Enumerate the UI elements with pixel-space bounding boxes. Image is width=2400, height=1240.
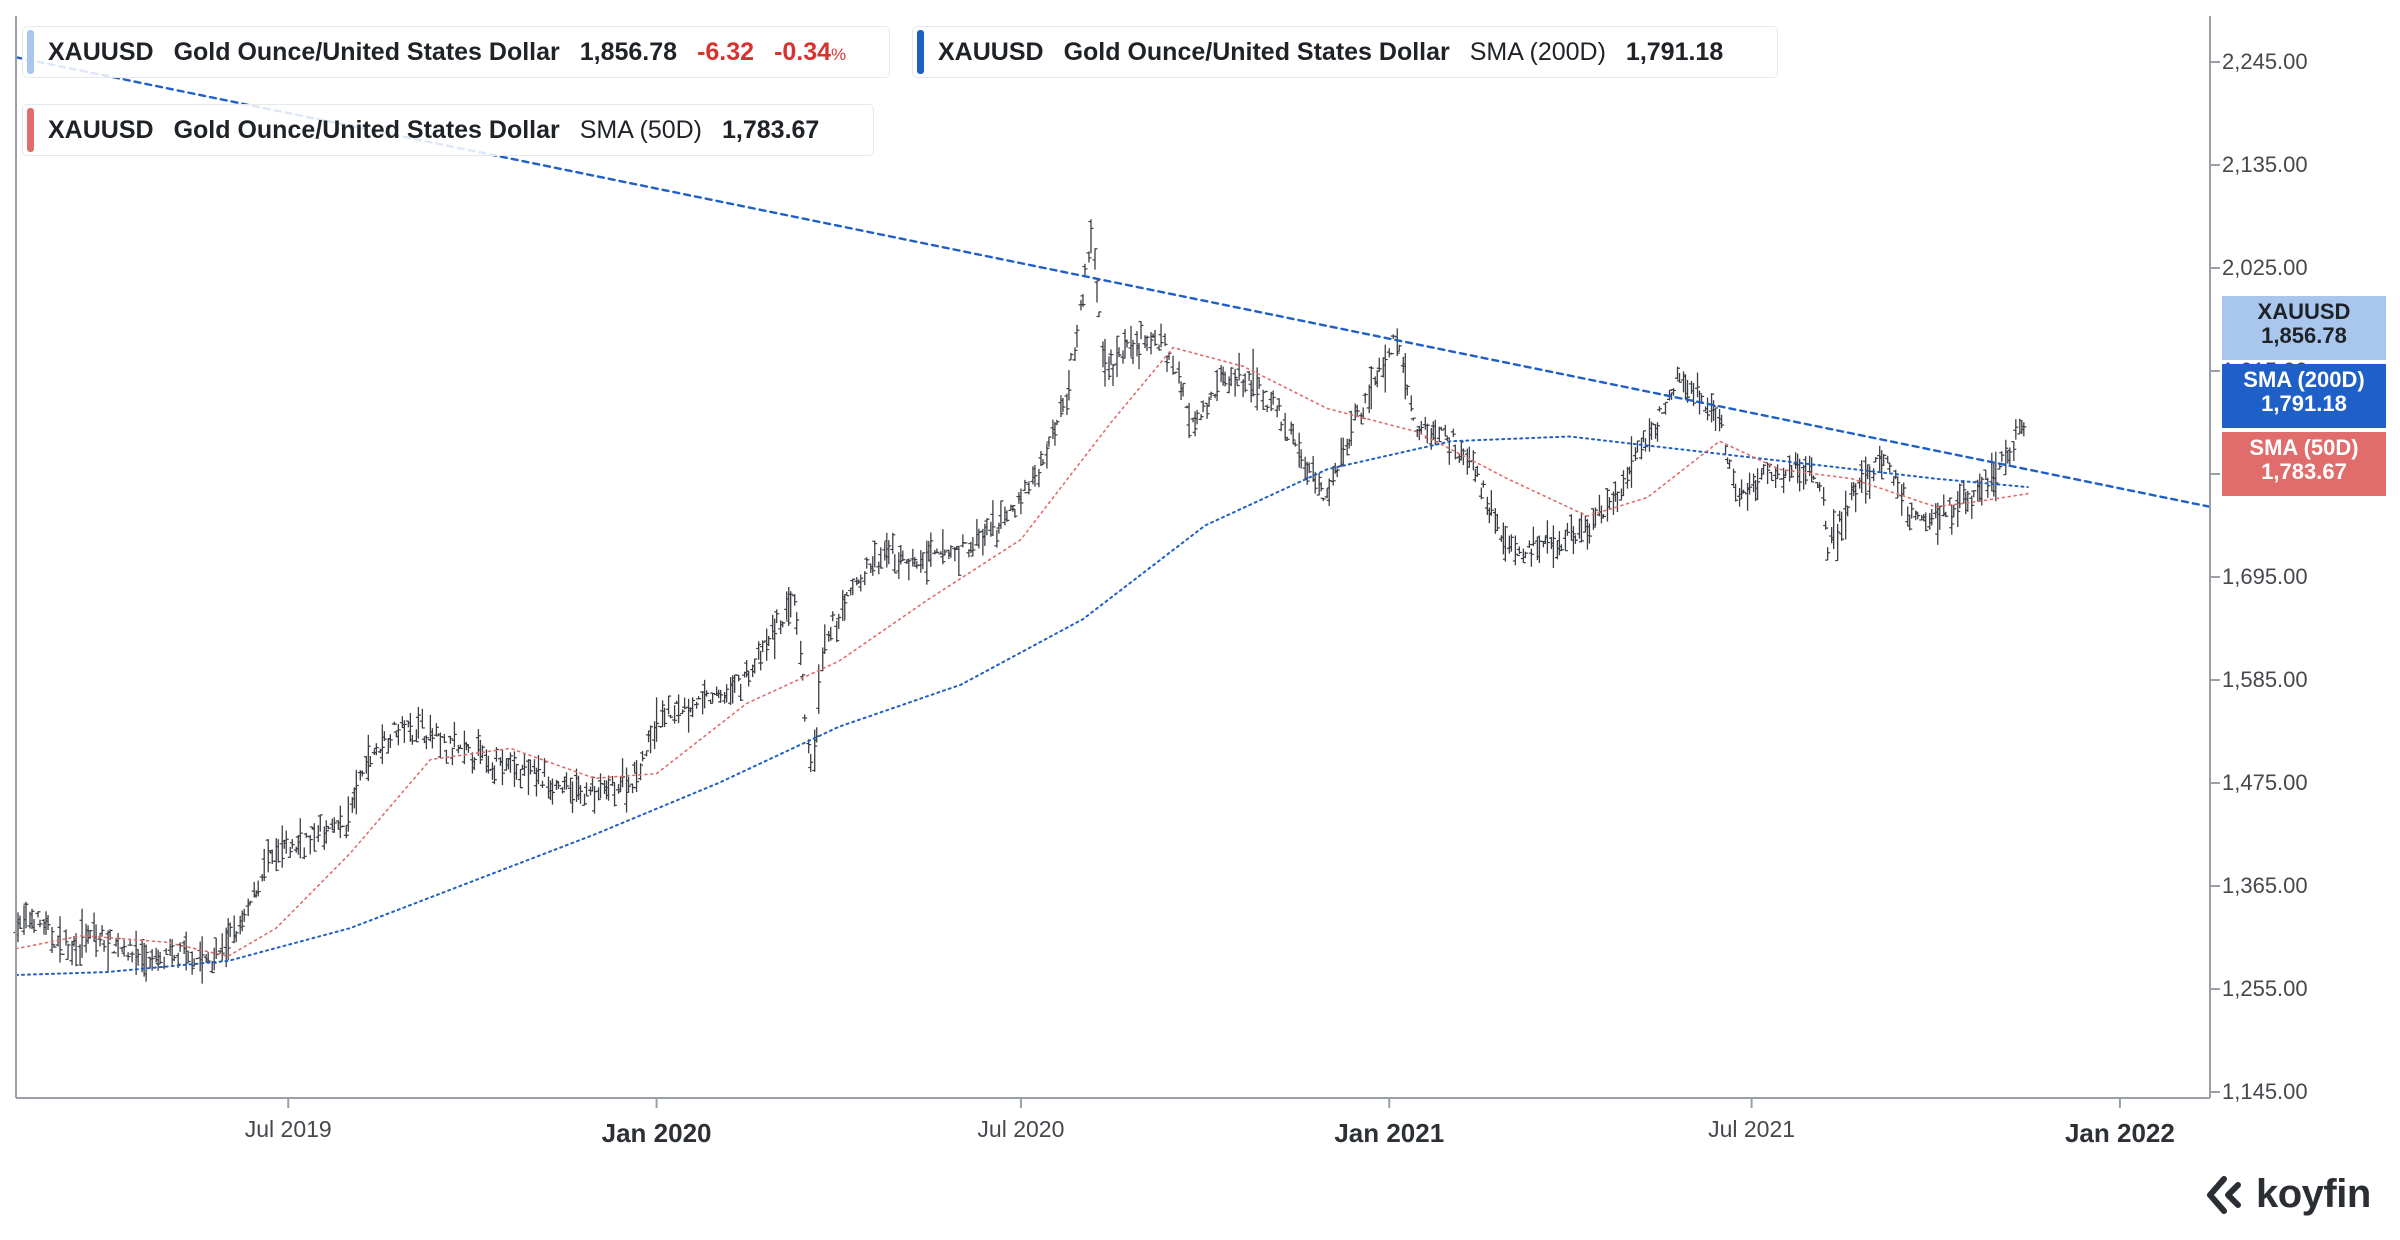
y-tick-label: 1,695.00 (2222, 564, 2308, 589)
legend-price-change-pct: -0.34% (774, 37, 847, 66)
legend-sma50-indicator: SMA (50D) (579, 115, 703, 144)
y-tick-label: 1,255.00 (2222, 976, 2308, 1001)
price-series (13, 219, 2027, 984)
legend-sma50[interactable]: XAUUSD Gold Ounce/United States Dollar S… (22, 104, 874, 156)
legend-price-last: 1,856.78 (579, 37, 678, 66)
koyfin-chevron-icon (2207, 1175, 2241, 1214)
sma50-tag: SMA (50D) 1,783.67 (2222, 432, 2386, 496)
legend-sma200-swatch (917, 30, 924, 74)
legend-sma200-indicator: SMA (200D) (1469, 37, 1606, 66)
x-tick-label: Jan 2022 (2064, 1118, 2175, 1148)
legend-price-change: -6.32 (697, 37, 755, 66)
legend-price[interactable]: XAUUSD Gold Ounce/United States Dollar 1… (22, 26, 890, 78)
legend-sma50-symbol: XAUUSD (48, 115, 154, 144)
legend-sma50-value: 1,783.67 (722, 115, 820, 144)
y-tick-label: 2,245.00 (2222, 49, 2308, 74)
axes (15, 16, 2220, 1108)
sma200-tag: SMA (200D) 1,791.18 (2222, 364, 2386, 428)
y-tick-label: 1,145.00 (2222, 1079, 2308, 1104)
koyfin-logo: koyfin (2204, 1172, 2371, 1217)
koyfin-wordmark: koyfin (2256, 1172, 2371, 1216)
legend-sma200[interactable]: XAUUSD Gold Ounce/United States Dollar S… (912, 26, 1778, 78)
price-tag-value: 1,856.78 (2261, 323, 2347, 348)
sma50-tag-value: 1,783.67 (2261, 459, 2347, 484)
legend-sma200-symbol: XAUUSD (938, 37, 1044, 66)
sma50-series (15, 346, 2029, 958)
legend-sma200-name: Gold Ounce/United States Dollar (1063, 37, 1450, 66)
legend-price-symbol: XAUUSD (48, 37, 154, 66)
sma50-tag-label: SMA (50D) (2249, 435, 2359, 460)
sma-50d-line (15, 346, 2029, 958)
x-tick-label: Jul 2021 (1708, 1116, 1796, 1142)
x-tick-label: Jul 2019 (244, 1116, 332, 1142)
y-tick-label: 1,475.00 (2222, 770, 2308, 795)
x-tick-label: Jul 2020 (977, 1116, 1065, 1142)
y-tick-label: 1,365.00 (2222, 873, 2308, 898)
sma200-series (15, 435, 2029, 976)
y-tick-label: 2,025.00 (2222, 255, 2308, 280)
legend-sma50-swatch (27, 108, 34, 152)
y-tick-label: 2,135.00 (2222, 152, 2308, 177)
legend-price-swatch (27, 30, 34, 74)
sma-200d-line (15, 435, 2029, 976)
x-tick-label: Jan 2020 (601, 1118, 712, 1148)
legend-sma200-value: 1,791.18 (1625, 37, 1724, 66)
sma200-tag-label: SMA (200D) (2243, 367, 2365, 392)
x-tick-label: Jan 2021 (1334, 1118, 1445, 1148)
price-tag-label: XAUUSD (2257, 299, 2351, 324)
sma200-tag-value: 1,791.18 (2261, 391, 2347, 416)
legend-sma50-name: Gold Ounce/United States Dollar (173, 115, 560, 144)
price-tag: XAUUSD 1,856.78 (2222, 296, 2386, 360)
legend-price-name: Gold Ounce/United States Dollar (173, 37, 560, 66)
y-tick-label: 1,585.00 (2222, 667, 2308, 692)
